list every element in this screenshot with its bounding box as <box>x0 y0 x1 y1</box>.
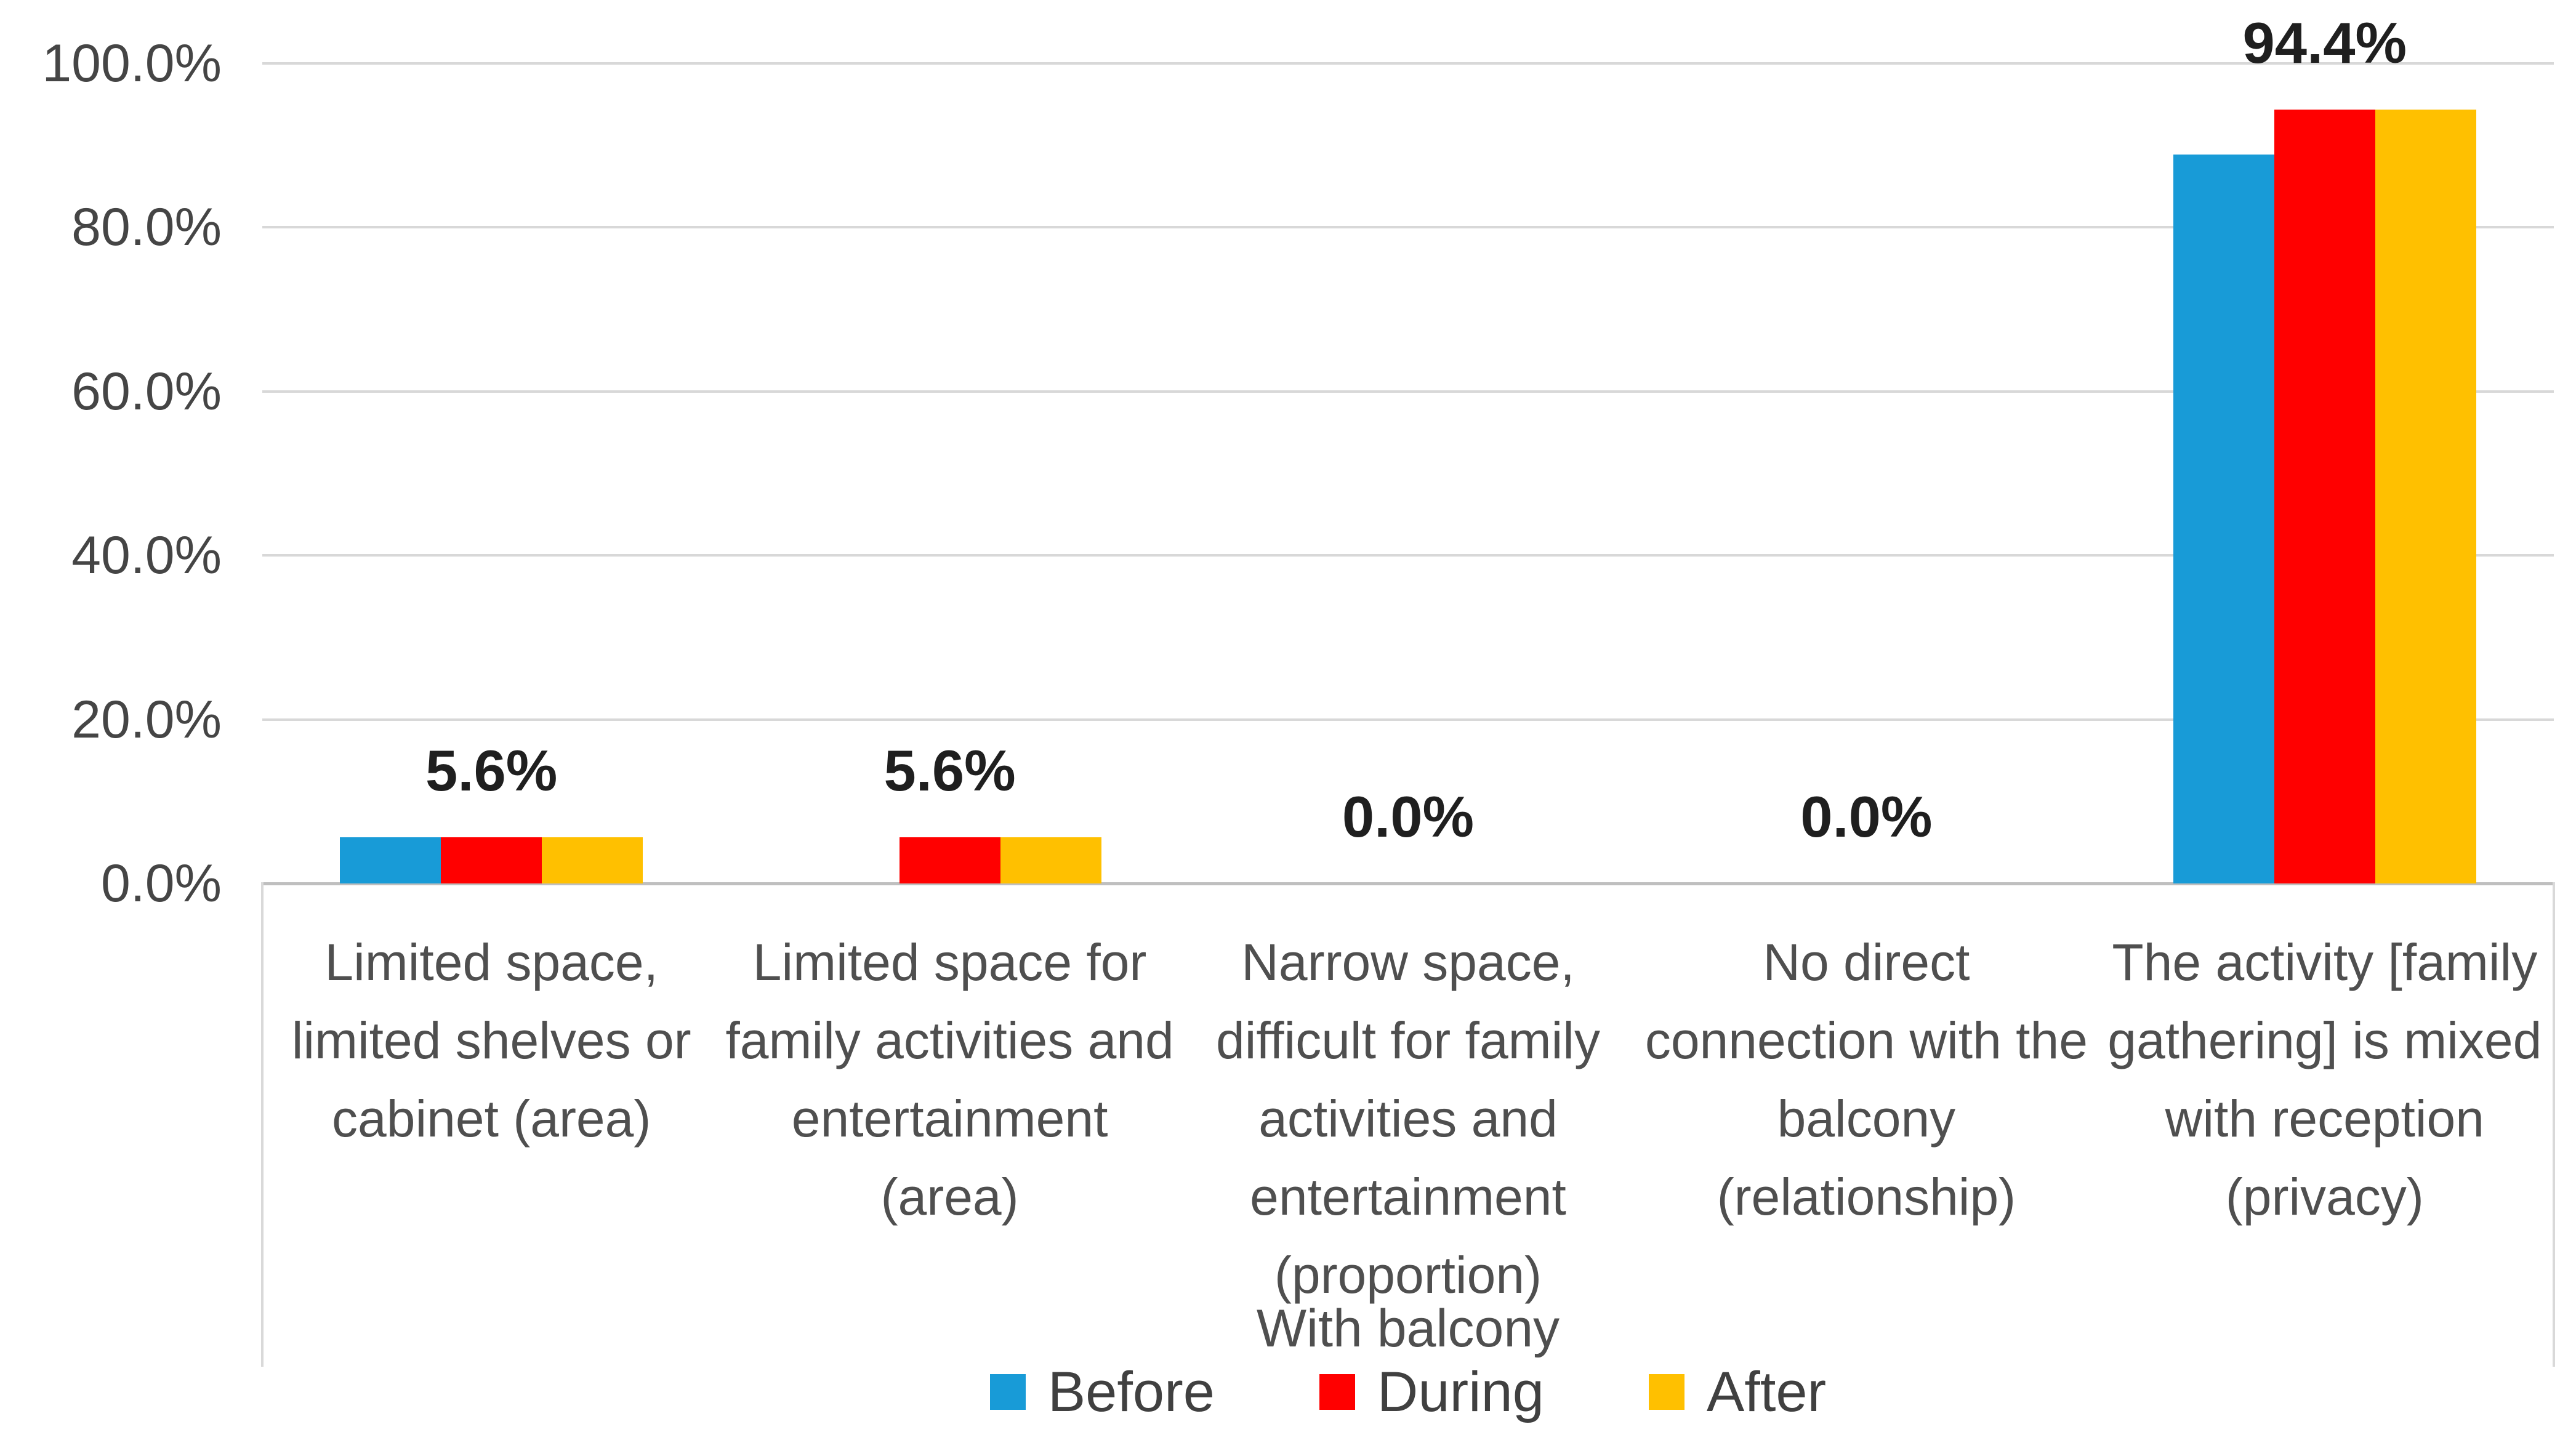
legend-label-before: Before <box>1047 1361 1215 1423</box>
bar-after-cat2 <box>1000 837 1101 883</box>
bar-after-cat5 <box>2375 109 2476 883</box>
legend-item-during: During <box>1319 1358 1544 1426</box>
bar-before-cat1 <box>340 837 441 883</box>
x-axis-group-label: With balcony <box>1256 1299 1560 1358</box>
y-axis-tick-label: 100.0% <box>42 34 222 93</box>
category-label-cat5: The activity [family gathering] is mixed… <box>2107 933 2542 1226</box>
y-axis-tick-label: 60.0% <box>71 361 222 421</box>
legend-item-after: After <box>1648 1358 1827 1426</box>
legend-item-before: Before <box>989 1358 1215 1426</box>
gridline-60 <box>262 390 2554 393</box>
data-label-cat2: 5.6% <box>883 738 1016 803</box>
y-axis-tick-label: 0.0% <box>100 854 222 913</box>
bar-during-cat5 <box>2274 109 2375 883</box>
bar-before-cat5 <box>2173 154 2274 883</box>
legend: Before During After <box>262 1358 2554 1426</box>
category-label-cat1: Limited space, limited shelves or cabine… <box>291 933 691 1148</box>
data-label-cat1: 5.6% <box>425 738 558 803</box>
y-axis-tick-label: 80.0% <box>71 198 222 257</box>
legend-label-after: After <box>1706 1361 1827 1423</box>
x-axis-line <box>262 882 2554 885</box>
gridline-20 <box>262 718 2554 721</box>
category-box-right-border <box>2553 882 2555 1367</box>
y-axis-tick-label: 40.0% <box>71 526 222 585</box>
legend-swatch-after <box>1648 1374 1684 1410</box>
category-box-left-border <box>261 882 264 1367</box>
gridline-40 <box>262 554 2554 557</box>
y-axis-tick-label: 20.0% <box>71 690 222 749</box>
bar-after-cat1 <box>542 837 643 883</box>
legend-swatch-before <box>989 1374 1026 1410</box>
legend-label-during: During <box>1377 1361 1544 1423</box>
gridline-80 <box>262 226 2554 229</box>
category-label-cat3: Narrow space, difficult for family activ… <box>1216 933 1600 1304</box>
bar-during-cat1 <box>441 837 542 883</box>
category-label-cat4: No direct connection with the balcony (r… <box>1644 933 2088 1226</box>
data-label-cat3: 0.0% <box>1342 784 1475 849</box>
legend-swatch-during <box>1319 1374 1355 1410</box>
data-label-cat4: 0.0% <box>1800 784 1933 849</box>
category-label-cat2: Limited space for family activities and … <box>725 933 1174 1226</box>
data-label-cat5: 94.4% <box>2242 10 2407 75</box>
gridline-100 <box>262 62 2554 65</box>
bar-during-cat2 <box>899 837 1000 883</box>
